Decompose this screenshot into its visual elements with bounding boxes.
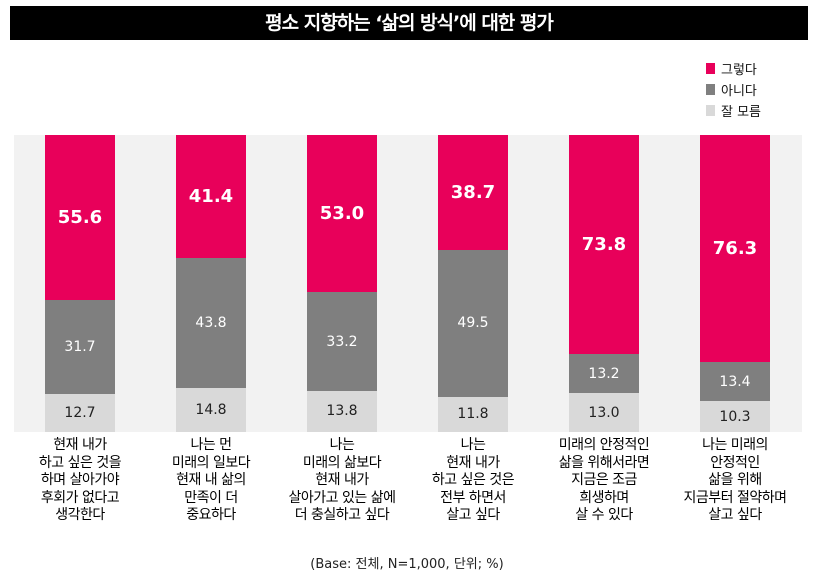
bar-segment: 13.0: [569, 393, 639, 432]
chart-title: 평소 지향하는 ‘삶의 방식’에 대한 평가: [10, 6, 808, 40]
data-label: 14.8: [195, 402, 227, 418]
bar-segment: 33.2: [307, 292, 377, 391]
data-label: 11.8: [457, 406, 489, 423]
legend-item: 그렇다: [706, 58, 761, 79]
legend-swatch: [706, 63, 715, 74]
category-label: 나는 먼 미래의 일보다 현재 내 삶의 만족이 더 중요하다: [171, 437, 251, 523]
bar-segment: 31.7: [45, 300, 115, 395]
bar-segment: 76.3: [700, 135, 770, 362]
data-label: 13.2: [588, 365, 620, 382]
legend-item: 아니다: [706, 79, 761, 100]
bar-segment: 73.8: [569, 135, 639, 355]
bar-stack: 41.4 43.8 14.8: [176, 135, 246, 432]
category-label: 현재 내가 하고 싶은 것을 하며 살아가야 후회가 없다고 생각한다: [38, 437, 122, 523]
legend-swatch: [706, 105, 715, 116]
category-label: 나는 미래의 삶보다 현재 내가 살아가고 있는 삶에 더 충실하고 싶다: [288, 437, 396, 523]
data-label: 31.7: [64, 339, 96, 356]
bar-stack: 53.0 33.2 13.8: [307, 135, 377, 432]
data-label: 76.3: [712, 237, 758, 259]
base-note: (Base: 전체, N=1,000, 단위; %): [310, 557, 504, 572]
bar-segment: 12.7: [45, 394, 115, 432]
legend-item: 잘 모름: [706, 100, 761, 121]
data-label: 13.8: [326, 403, 358, 420]
data-label: 38.7: [450, 181, 496, 203]
data-label: 13.4: [719, 373, 751, 390]
bar-stack: 55.6 31.7 12.7: [45, 135, 115, 432]
legend-label: 그렇다: [721, 63, 757, 78]
bar-segment: 38.7: [438, 135, 508, 250]
bar-segment: 11.8: [438, 396, 508, 432]
data-label: 13.0: [588, 404, 620, 421]
bar-stack: 73.8 13.2 13.0: [569, 135, 639, 432]
data-label: 55.6: [57, 207, 103, 229]
data-label: 53.0: [319, 203, 365, 225]
plot-area: 55.6 31.7 12.7 41.4 43.8 14.8 53.0 33.2 13.8 38.7…: [14, 135, 802, 432]
legend-label: 잘 모름: [721, 105, 762, 120]
legend-label: 아니다: [721, 84, 757, 99]
bar-segment: 43.8: [176, 257, 246, 389]
data-label: 41.4: [188, 185, 234, 207]
legend-swatch: [706, 84, 715, 95]
data-label: 10.3: [719, 408, 751, 425]
bar-segment: 53.0: [307, 135, 377, 293]
data-label: 43.8: [195, 314, 227, 331]
bar-segment: 13.2: [569, 354, 639, 394]
data-label: 12.7: [64, 405, 96, 422]
bar-stack: 76.3 13.4 10.3: [700, 135, 770, 432]
bar-segment: 13.4: [700, 361, 770, 402]
bar-segment: 14.8: [176, 388, 246, 432]
category-label: 미래의 안정적인 삶을 위해서라면 지금은 조금 희생하며 살 수 있다: [558, 437, 650, 523]
data-label: 49.5: [457, 315, 489, 332]
bar-segment: 41.4: [176, 135, 246, 258]
category-label: 나는 현재 내가 하고 싶은 것은 전부 하면서 살고 싶다: [431, 437, 515, 523]
bar-segment: 13.8: [307, 391, 377, 432]
data-label: 33.2: [326, 333, 358, 350]
bar-segment: 55.6: [45, 135, 115, 301]
data-label: 73.8: [581, 234, 627, 256]
bar-stack: 38.7 49.5 11.8: [438, 135, 508, 432]
bar-segment: 49.5: [438, 249, 508, 397]
category-label: 나는 미래의 안정적인 삶을 위해 지금부터 절약하며 살고 싶다: [683, 437, 788, 523]
bar-segment: 10.3: [700, 401, 770, 432]
